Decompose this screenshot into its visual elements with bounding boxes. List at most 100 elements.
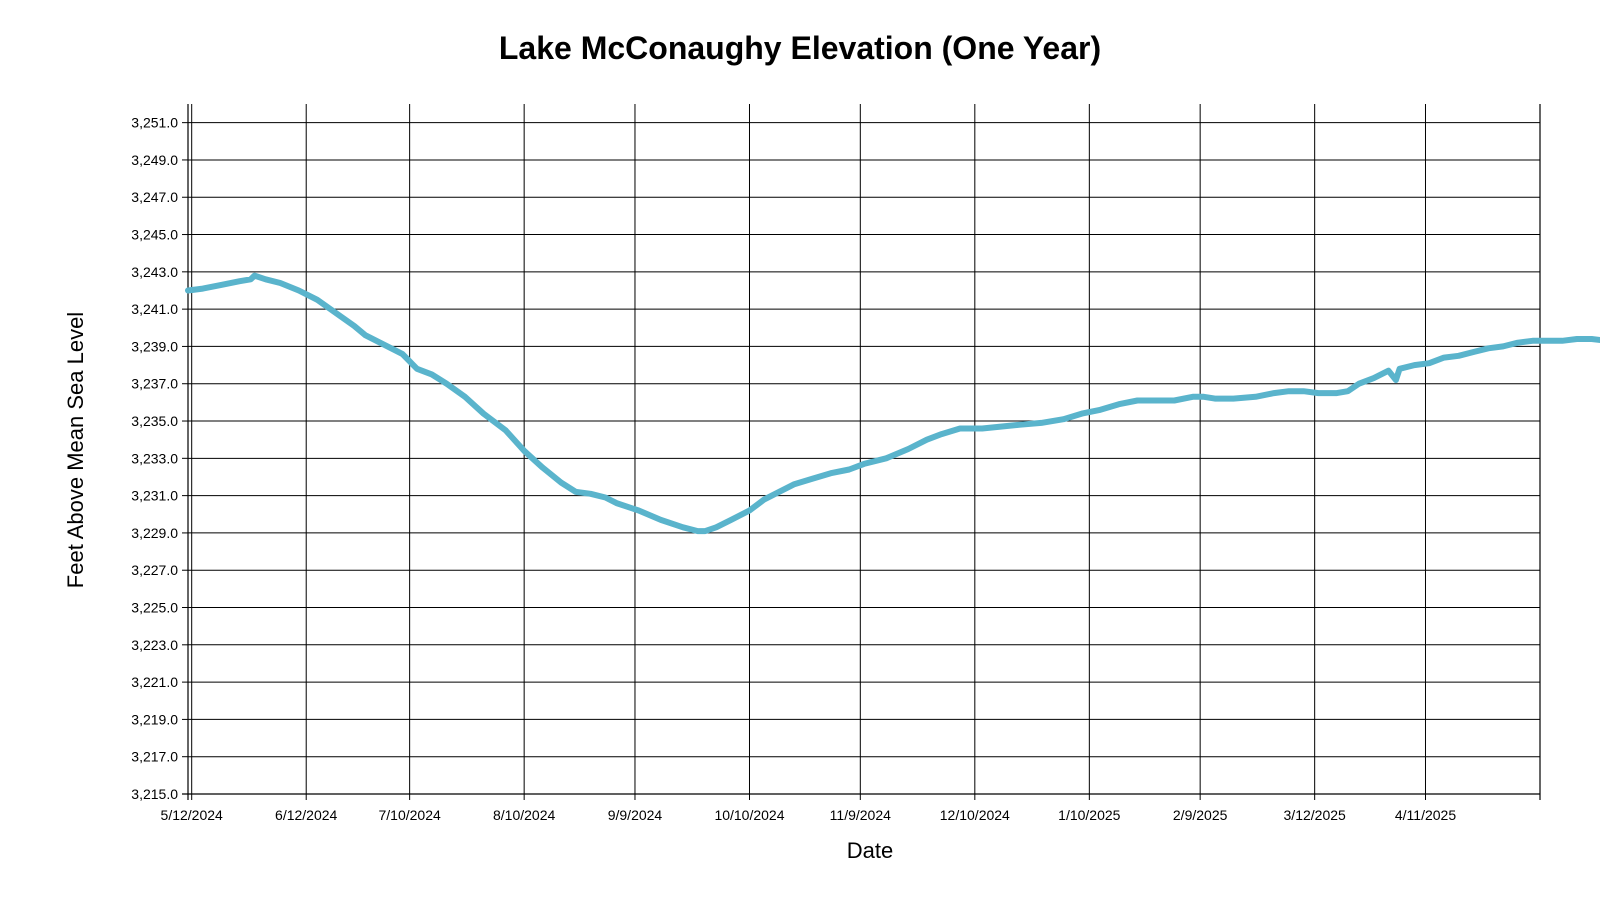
data-point: [251, 273, 258, 279]
y-tick-label: 3,223.0: [131, 637, 178, 653]
data-point: [713, 524, 719, 530]
data-point: [480, 411, 487, 417]
data-point: [776, 489, 782, 495]
series-layer: [185, 272, 1600, 535]
data-point: [200, 286, 206, 292]
y-tick-label: 3,217.0: [131, 749, 178, 765]
y-tick-label: 3,237.0: [131, 376, 178, 392]
data-point: [540, 465, 546, 471]
data-point: [1301, 388, 1307, 394]
data-point: [1212, 396, 1218, 402]
data-point: [695, 528, 701, 534]
data-point: [1190, 394, 1196, 400]
data-point: [462, 394, 468, 400]
data-point: [746, 507, 753, 514]
data-point: [218, 282, 224, 288]
data-point: [636, 507, 642, 514]
data-point: [1334, 390, 1340, 396]
chart-title: Lake McConaughy Elevation (One Year): [498, 30, 1102, 66]
data-point: [602, 494, 609, 501]
data-point: [680, 524, 686, 530]
data-point: [263, 276, 269, 282]
y-axis-title: Feet Above Mean Sea Level: [63, 311, 88, 589]
data-point: [1385, 368, 1392, 374]
y-tick-label: 3,245.0: [131, 227, 178, 243]
data-point: [248, 276, 254, 282]
data-point: [1038, 420, 1044, 426]
y-tick-label: 3,239.0: [131, 338, 178, 354]
data-point: [388, 345, 394, 351]
data-point: [728, 517, 734, 523]
data-point: [1116, 401, 1122, 407]
data-point: [362, 332, 368, 338]
data-point: [1079, 411, 1085, 417]
data-point: [1574, 336, 1580, 342]
data-point: [1315, 390, 1321, 396]
data-point: [1230, 396, 1236, 402]
data-point: [1016, 422, 1022, 428]
data-point: [1470, 349, 1477, 355]
y-tick-label: 3,221.0: [131, 674, 178, 690]
data-point: [521, 448, 527, 454]
data-point: [351, 323, 357, 329]
x-tick-label: 3/12/2025: [1284, 807, 1346, 823]
data-point: [185, 287, 191, 294]
data-point: [277, 280, 283, 286]
data-point: [791, 481, 797, 487]
y-tick-label: 3,235.0: [131, 413, 178, 429]
x-tick-label: 11/9/2024: [830, 807, 891, 823]
y-tick-label: 3,251.0: [131, 115, 178, 131]
data-point: [377, 340, 383, 346]
data-point: [1201, 394, 1207, 400]
data-point: [924, 437, 930, 443]
y-tick-label: 3,225.0: [131, 600, 178, 616]
data-point: [1271, 390, 1277, 396]
data-point: [444, 381, 450, 387]
data-point: [333, 310, 339, 316]
y-tick-label: 3,247.0: [131, 189, 178, 205]
data-point: [1171, 397, 1177, 404]
data-point: [1371, 375, 1377, 381]
data-point: [1286, 388, 1292, 394]
data-point: [998, 424, 1004, 430]
y-tick-label: 3,233.0: [131, 450, 178, 466]
grid-lines: [188, 104, 1540, 795]
x-tick-label: 1/10/2025: [1058, 807, 1120, 823]
data-point: [558, 480, 564, 486]
data-point: [237, 278, 243, 284]
y-tick-label: 3,249.0: [131, 152, 178, 168]
data-point: [957, 425, 963, 432]
data-point: [429, 371, 435, 377]
x-tick-label: 2/9/2025: [1173, 807, 1228, 823]
data-point: [296, 287, 302, 294]
data-point: [658, 517, 664, 523]
x-tick-label: 5/12/2024: [161, 807, 223, 823]
x-tick-label: 10/10/2024: [714, 807, 784, 823]
data-point: [314, 297, 320, 303]
data-point: [1426, 360, 1432, 366]
y-tick-label: 3,229.0: [131, 525, 178, 541]
data-point: [809, 476, 815, 482]
axes: [182, 104, 1541, 800]
data-point: [1356, 381, 1362, 387]
data-point: [1153, 397, 1159, 404]
y-tick-label: 3,241.0: [131, 301, 178, 317]
data-point: [1559, 338, 1565, 344]
x-tick-label: 7/10/2024: [378, 807, 440, 823]
data-point: [1530, 338, 1536, 344]
y-tick-label: 3,215.0: [131, 786, 178, 802]
x-tick-label: 8/10/2024: [493, 807, 555, 823]
data-point: [573, 489, 579, 495]
data-point: [702, 528, 708, 534]
data-point: [1456, 353, 1462, 359]
data-point: [883, 455, 889, 461]
data-point: [1393, 377, 1399, 383]
x-tick-label: 6/12/2024: [275, 807, 337, 823]
data-point: [1411, 362, 1417, 368]
data-point: [1060, 416, 1067, 422]
data-point: [1134, 397, 1140, 404]
data-point: [846, 466, 852, 473]
data-point: [979, 425, 985, 432]
